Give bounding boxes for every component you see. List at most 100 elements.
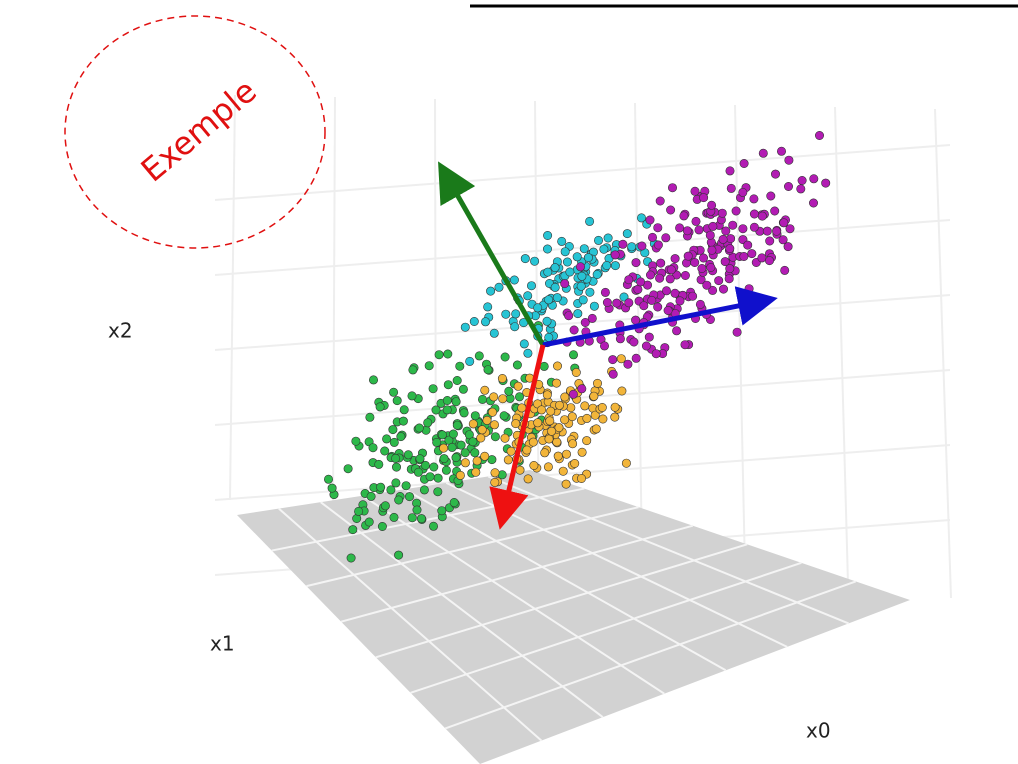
point	[407, 513, 417, 523]
point	[542, 390, 552, 400]
point	[553, 451, 563, 461]
point	[610, 250, 620, 260]
point	[653, 223, 663, 233]
point	[757, 211, 767, 221]
arrows	[438, 161, 778, 530]
wall-grid-line	[734, 104, 746, 571]
point	[675, 296, 685, 306]
point	[809, 174, 819, 184]
point	[665, 274, 675, 284]
point	[489, 420, 499, 430]
point	[688, 291, 698, 301]
point	[749, 194, 759, 204]
point	[375, 402, 385, 412]
point	[472, 456, 482, 466]
point	[392, 396, 402, 406]
point	[565, 267, 575, 277]
point	[469, 316, 479, 326]
point	[528, 437, 538, 447]
point	[425, 472, 435, 482]
point	[599, 244, 609, 254]
point	[639, 301, 649, 311]
point	[414, 423, 424, 433]
point	[408, 365, 418, 375]
point	[570, 458, 580, 468]
point	[679, 211, 689, 221]
point	[631, 315, 641, 325]
point	[431, 405, 441, 415]
point	[447, 442, 457, 452]
point	[582, 413, 592, 423]
point	[589, 391, 599, 401]
point	[707, 200, 717, 210]
point	[776, 146, 786, 156]
point	[608, 355, 618, 365]
point	[631, 353, 641, 363]
point	[779, 218, 789, 228]
floor-grid-line	[375, 543, 748, 659]
point	[718, 234, 728, 244]
point	[460, 448, 470, 458]
point	[645, 215, 655, 225]
point	[459, 408, 469, 418]
point	[738, 187, 748, 197]
point	[758, 148, 768, 158]
point	[593, 235, 603, 245]
point	[661, 233, 671, 243]
point	[554, 423, 564, 433]
point	[670, 288, 680, 298]
point	[458, 384, 468, 394]
point	[550, 282, 560, 292]
point	[576, 473, 586, 483]
point	[592, 269, 602, 279]
point	[747, 249, 757, 259]
point	[577, 384, 587, 394]
point	[651, 349, 661, 359]
point	[560, 247, 570, 257]
point	[560, 279, 570, 289]
point	[568, 389, 578, 399]
point	[504, 386, 514, 396]
point	[428, 521, 438, 531]
floor-grid-line	[340, 524, 694, 623]
point-cloud	[323, 131, 831, 563]
point	[597, 402, 607, 412]
point	[644, 332, 654, 342]
point	[590, 410, 600, 420]
point	[437, 506, 447, 516]
point	[600, 287, 610, 297]
point	[573, 309, 583, 319]
point	[433, 473, 443, 483]
point	[346, 553, 356, 563]
point	[529, 460, 539, 470]
point	[602, 260, 612, 270]
point	[705, 230, 715, 240]
point	[460, 322, 470, 332]
point	[544, 332, 554, 342]
point	[351, 436, 361, 446]
point	[708, 221, 718, 231]
point	[762, 226, 772, 236]
point	[394, 495, 404, 505]
point	[633, 284, 643, 294]
point	[498, 394, 508, 404]
point	[667, 183, 677, 193]
point	[483, 365, 493, 375]
point	[515, 465, 525, 475]
point	[382, 434, 392, 444]
point	[739, 252, 749, 262]
point	[443, 380, 453, 390]
floor-grid-line	[487, 475, 849, 625]
point	[697, 263, 707, 273]
point	[449, 497, 459, 507]
point	[618, 239, 628, 249]
point	[757, 253, 767, 263]
point	[585, 287, 595, 297]
point	[647, 232, 657, 242]
point	[533, 418, 543, 428]
point	[783, 242, 793, 252]
axis-label: x1	[210, 632, 235, 656]
point	[428, 384, 438, 394]
point	[545, 416, 555, 426]
